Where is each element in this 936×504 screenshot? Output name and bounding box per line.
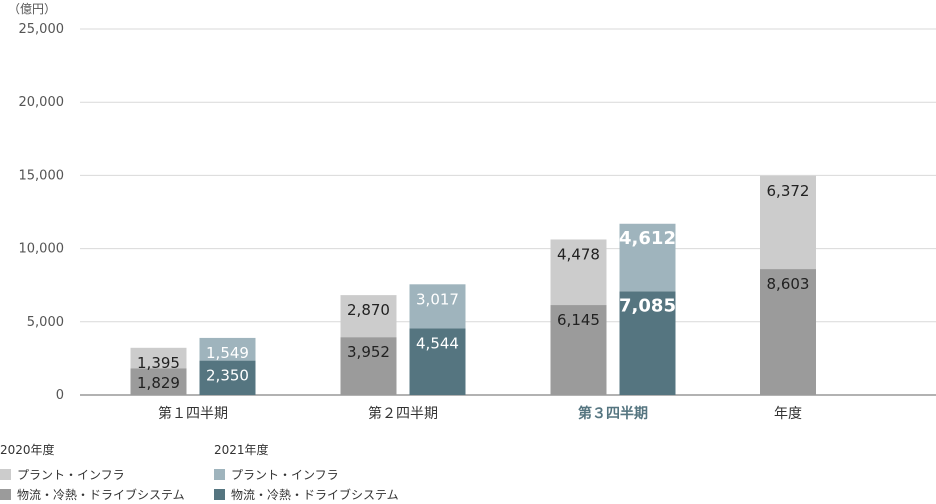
bar-2020-plant [130,347,187,369]
x-tick-label: 年度 [774,406,802,422]
bar-2021-logistics [619,291,676,395]
bar-2020-logistics [340,337,397,395]
legend-2020-title: 2020年度 [0,443,55,457]
data-label: 2,350 [206,367,249,385]
data-label: 6,145 [557,311,600,329]
data-label: 3,017 [416,290,459,308]
legend-swatch-2020-plant [0,468,11,480]
bar-2021-plant [619,223,676,292]
data-label: 4,612 [619,228,676,249]
bar-2020-plant [760,175,816,270]
data-label: 6,372 [767,182,810,200]
bar-2021-plant [409,284,466,329]
y-tick-label: 10,000 [19,242,65,257]
data-label: 3,952 [347,343,390,361]
legend-label-2021-plant: プラント・インフラ [231,467,339,482]
legend-2021-logistics: 物流・冷熱・ドライブシステム [214,484,399,504]
y-tick-label: 0 [56,388,64,403]
legend-swatch-2021-logistics [214,488,225,500]
bar-2021-plant [199,337,256,361]
legend-label-2020-plant: プラント・インフラ [17,467,125,482]
data-label: 1,549 [206,344,249,362]
legend-label-2020-logistics: 物流・冷熱・ドライブシステム [17,487,185,502]
bar-2021-logistics [409,328,466,395]
data-label: 2,870 [347,301,390,319]
legend-2020-logistics: 物流・冷熱・ドライブシステム [0,484,185,504]
y-tick-label: 15,000 [19,168,65,183]
legend-swatch-2020-logistics [0,488,11,500]
legend-swatch-2021-plant [214,468,225,480]
data-label: 1,395 [137,354,180,372]
legend-2020-plant: プラント・インフラ [0,464,185,484]
data-label: 1,829 [137,374,180,392]
bar-2020-logistics [760,269,816,395]
data-label: 4,544 [416,334,459,352]
bar-2020-plant [550,239,607,306]
bar-2021-logistics [199,360,256,395]
y-tick-label: 25,000 [19,22,65,37]
y-tick-label: 5,000 [27,315,64,330]
legend-2021-plant: プラント・インフラ [214,464,399,484]
legend-2020: 2020年度 プラント・インフラ 物流・冷熱・ドライブシステム [0,441,185,504]
stacked-bar-chart: 0 5,000 10,000 15,000 20,000 25,000 1,829 1,395… [19,22,936,422]
y-tick-label: 20,000 [19,95,65,110]
bar-2020-logistics [550,305,607,395]
x-tick-label: 第１四半期 [158,405,228,422]
legend-label-2021-logistics: 物流・冷熱・ドライブシステム [231,487,399,502]
y-axis-unit-label: （億円） [8,2,57,16]
x-tick-label: 第３四半期 [578,405,648,422]
data-label: 8,603 [767,275,810,293]
data-label: 4,478 [557,245,600,263]
x-tick-label: 第２四半期 [368,405,438,422]
legend-2021-title: 2021年度 [214,443,269,457]
legend-2021: 2021年度 プラント・インフラ 物流・冷熱・ドライブシステム [214,441,399,504]
bar-2020-logistics [130,368,187,395]
data-label: 7,085 [619,295,676,316]
bar-2020-plant [340,295,397,338]
